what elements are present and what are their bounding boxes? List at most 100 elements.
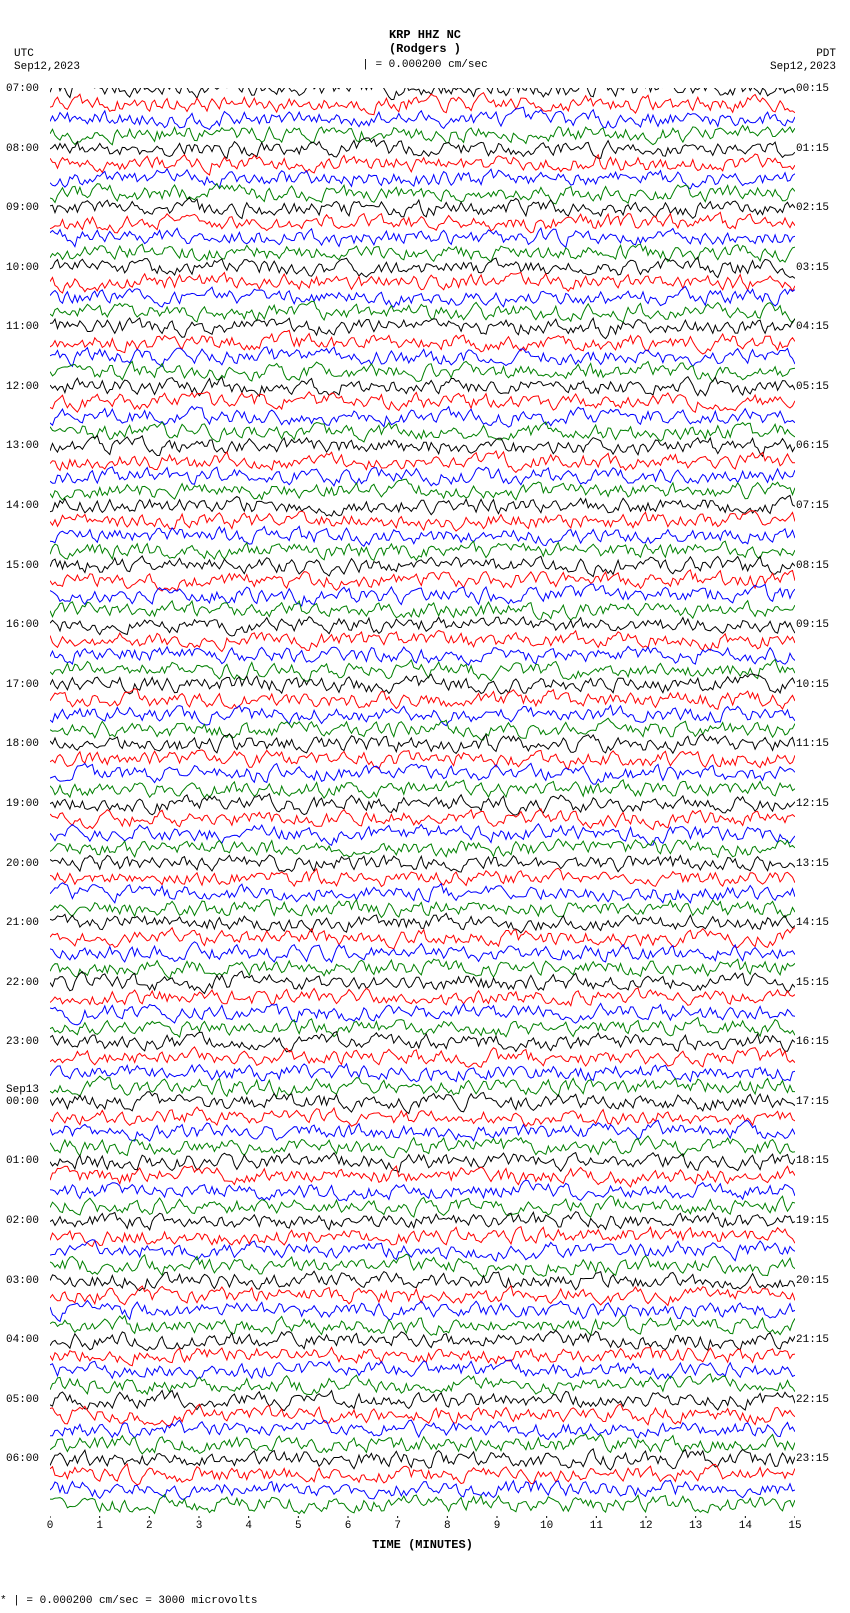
left-hour-label: 12:00 xyxy=(6,381,39,393)
trace xyxy=(50,1301,795,1322)
left-hour-label: 03:00 xyxy=(6,1275,39,1287)
trace xyxy=(50,584,795,606)
trace xyxy=(50,1227,795,1247)
trace xyxy=(50,1449,795,1470)
right-hour-label: 03:15 xyxy=(796,262,829,274)
trace xyxy=(50,422,795,442)
trace xyxy=(50,1166,795,1187)
left-hour-label: 21:00 xyxy=(6,917,39,929)
trace xyxy=(50,1316,795,1336)
trace xyxy=(50,988,795,1006)
x-tick: 9 xyxy=(494,1520,501,1532)
trace xyxy=(50,467,795,486)
right-hour-label: 05:15 xyxy=(796,381,829,393)
right-hour-label: 08:15 xyxy=(796,560,829,572)
seismogram-container: KRP HHZ NC (Rodgers ) | = 0.000200 cm/se… xyxy=(0,0,850,1613)
left-hour-label: 17:00 xyxy=(6,679,39,691)
trace xyxy=(50,971,795,993)
trace xyxy=(50,900,795,918)
trace xyxy=(50,93,795,115)
left-hour-label: 02:00 xyxy=(6,1215,39,1227)
left-hour-label: 00:00 xyxy=(6,1096,39,1108)
trace xyxy=(50,301,795,323)
trace xyxy=(50,198,795,219)
trace xyxy=(50,1495,795,1514)
x-tick: 5 xyxy=(295,1520,302,1532)
x-tick: 4 xyxy=(245,1520,252,1532)
x-tick: 0 xyxy=(47,1520,54,1532)
trace xyxy=(50,377,795,397)
x-tick: 8 xyxy=(444,1520,451,1532)
x-tick: 7 xyxy=(394,1520,401,1532)
left-hour-label: 07:00 xyxy=(6,83,39,95)
trace xyxy=(50,406,795,427)
trace xyxy=(50,718,795,740)
trace xyxy=(50,1047,795,1067)
right-hour-label: 18:15 xyxy=(796,1155,829,1167)
right-hour-label: 07:15 xyxy=(796,500,829,512)
left-hour-label: 04:00 xyxy=(6,1334,39,1346)
trace xyxy=(50,959,795,979)
left-hour-label: 13:00 xyxy=(6,440,39,452)
trace xyxy=(50,794,795,815)
trace xyxy=(50,511,795,531)
right-hour-label: 13:15 xyxy=(796,858,829,870)
right-hour-label: 09:15 xyxy=(796,619,829,631)
trace xyxy=(50,1404,795,1426)
x-tick: 6 xyxy=(345,1520,352,1532)
title-line-2: (Rodgers ) xyxy=(0,42,850,56)
trace xyxy=(50,824,795,846)
trace xyxy=(50,660,795,682)
right-hour-label: 23:15 xyxy=(796,1453,829,1465)
right-hour-label: 21:15 xyxy=(796,1334,829,1346)
x-axis-label: TIME (MINUTES) xyxy=(50,1538,795,1552)
trace xyxy=(50,244,795,262)
trace xyxy=(50,212,795,233)
x-tick: 13 xyxy=(689,1520,702,1532)
trace xyxy=(50,734,795,753)
right-date: Sep12,2023 xyxy=(770,61,836,74)
trace xyxy=(50,1153,795,1173)
trace xyxy=(50,1180,795,1201)
trace xyxy=(50,674,795,694)
header: KRP HHZ NC (Rodgers ) xyxy=(0,0,850,57)
right-hour-label: 20:15 xyxy=(796,1275,829,1287)
x-tick: 2 xyxy=(146,1520,153,1532)
trace xyxy=(50,392,795,412)
trace xyxy=(50,272,795,293)
trace xyxy=(50,1254,795,1277)
trace xyxy=(50,436,795,457)
trace xyxy=(50,780,795,798)
x-tick: 11 xyxy=(590,1520,603,1532)
trace xyxy=(50,1003,795,1024)
right-hour-label: 01:15 xyxy=(796,143,829,155)
top-left-label: UTC Sep12,2023 xyxy=(14,48,80,74)
right-hour-label: 06:15 xyxy=(796,440,829,452)
trace xyxy=(50,942,795,962)
plot-area xyxy=(50,88,795,1518)
x-tick: 3 xyxy=(196,1520,203,1532)
scale-text: | = 0.000200 cm/sec xyxy=(0,59,850,71)
trace xyxy=(50,913,795,933)
trace xyxy=(50,451,795,472)
trace xyxy=(50,868,795,886)
trace xyxy=(50,1092,795,1114)
right-hour-label: 19:15 xyxy=(796,1215,829,1227)
trace xyxy=(50,526,795,546)
trace xyxy=(50,479,795,500)
left-hour-label: 20:00 xyxy=(6,858,39,870)
left-hour-label: 10:00 xyxy=(6,262,39,274)
left-hour-label: 14:00 xyxy=(6,500,39,512)
trace xyxy=(50,154,795,175)
trace xyxy=(50,107,795,129)
right-hour-label: 22:15 xyxy=(796,1394,829,1406)
trace xyxy=(50,689,795,710)
trace xyxy=(50,1076,795,1097)
trace xyxy=(50,839,795,857)
left-hour-label: 23:00 xyxy=(6,1036,39,1048)
right-time-axis: 00:1501:1502:1503:1504:1505:1506:1507:15… xyxy=(796,88,844,1518)
trace xyxy=(50,88,795,100)
right-hour-label: 04:15 xyxy=(796,321,829,333)
trace xyxy=(50,1434,795,1454)
trace xyxy=(50,1212,795,1230)
